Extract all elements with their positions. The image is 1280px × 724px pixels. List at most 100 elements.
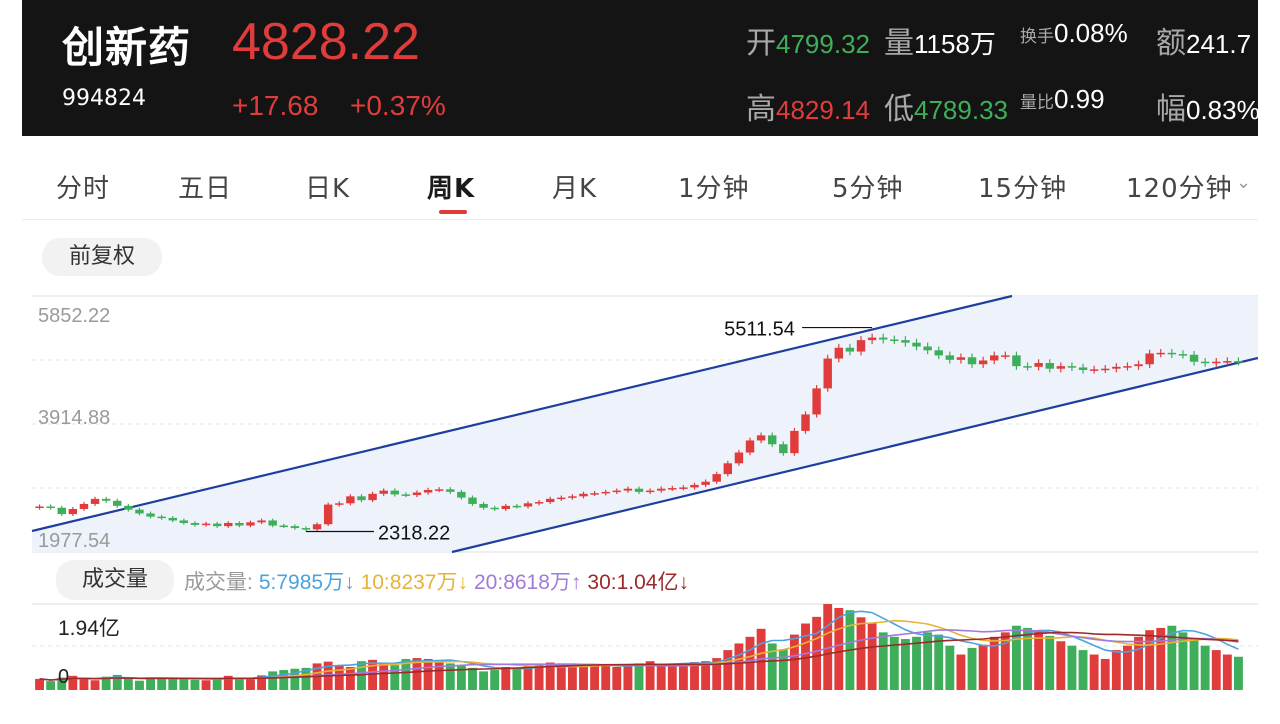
tab-5min[interactable]: 5分钟 bbox=[832, 174, 904, 204]
volume-ratio-value: 0.99 bbox=[1054, 84, 1105, 114]
candle-body bbox=[523, 503, 533, 507]
candle-body bbox=[246, 522, 255, 526]
candle-body bbox=[1156, 352, 1165, 355]
candle-body bbox=[446, 489, 455, 492]
volume-bar bbox=[612, 666, 622, 690]
candle-body bbox=[634, 488, 644, 492]
candle-body bbox=[501, 505, 511, 510]
volume-bar bbox=[290, 668, 300, 690]
volume-bar bbox=[556, 663, 566, 690]
volume-bar bbox=[1100, 658, 1110, 690]
index-name: 创新药 bbox=[62, 23, 192, 72]
app-frame: 创新药 994824 4828.22 +17.68 +0.37% 开4799.3… bbox=[22, 0, 1258, 724]
tab-daily-k[interactable]: 日K bbox=[305, 174, 351, 204]
candle-body bbox=[767, 435, 777, 445]
candle-body bbox=[1200, 361, 1210, 364]
candle-body bbox=[1178, 354, 1188, 356]
volume-bar bbox=[567, 665, 577, 690]
volume-bar bbox=[57, 677, 67, 690]
volume-bar bbox=[912, 636, 921, 690]
tab-monthly-k[interactable]: 月K bbox=[552, 174, 598, 204]
volume-bar bbox=[823, 604, 833, 690]
volume-bar bbox=[1089, 654, 1099, 690]
adjust-mode-button[interactable]: 前复权 bbox=[42, 238, 162, 276]
candle-body bbox=[1112, 366, 1121, 369]
y-tick-label: 1977.54 bbox=[38, 530, 110, 552]
volume-bar bbox=[945, 645, 955, 690]
volume-bar bbox=[867, 623, 877, 690]
volume-bar bbox=[601, 665, 611, 690]
candle-body bbox=[890, 339, 899, 342]
candle-body bbox=[79, 503, 89, 510]
volume-bar bbox=[734, 643, 744, 690]
candle-body bbox=[745, 440, 755, 453]
volume-bar bbox=[35, 678, 44, 690]
candle-body bbox=[1012, 355, 1021, 367]
candle-body bbox=[457, 491, 466, 498]
candle-body bbox=[967, 357, 977, 365]
volume-indicator-button[interactable]: 成交量 bbox=[56, 560, 174, 600]
volume-bar bbox=[445, 663, 455, 690]
candle-body bbox=[512, 505, 522, 508]
volume-bar bbox=[1234, 656, 1243, 690]
candle-body bbox=[312, 524, 322, 530]
volume-bar bbox=[934, 634, 944, 690]
volume-bar bbox=[923, 632, 933, 690]
candle-body bbox=[679, 487, 688, 489]
volume-bar bbox=[523, 666, 533, 690]
volume-bar bbox=[978, 644, 988, 690]
candle-body bbox=[1023, 366, 1032, 368]
volume-bar bbox=[889, 636, 899, 690]
candle-body bbox=[978, 360, 988, 365]
open-value: 4799.32 bbox=[776, 29, 870, 59]
volume-bar bbox=[834, 607, 844, 690]
candle-body bbox=[557, 497, 566, 500]
stat-turnover: 换手0.08% bbox=[1020, 18, 1128, 49]
volume-bar bbox=[1034, 630, 1044, 690]
candle-body bbox=[57, 507, 66, 515]
volume-bar bbox=[989, 636, 999, 690]
tab-intraday[interactable]: 分时 bbox=[56, 174, 111, 204]
candle-body bbox=[945, 355, 955, 360]
tab-weekly-k[interactable]: 周K bbox=[427, 174, 476, 204]
candle-body bbox=[612, 490, 622, 493]
volume-bar bbox=[212, 678, 222, 690]
volume-bar bbox=[368, 659, 378, 690]
volume-bar bbox=[1134, 636, 1143, 690]
volume-bar bbox=[778, 649, 788, 690]
volume-bar bbox=[623, 666, 633, 690]
volume-bar bbox=[334, 665, 344, 690]
tab-1min[interactable]: 1分钟 bbox=[678, 174, 750, 204]
volume-bar bbox=[434, 661, 444, 690]
candle-body bbox=[124, 505, 133, 510]
chevron-down-icon[interactable]: ⌄ bbox=[1236, 172, 1252, 193]
active-tab-underline bbox=[439, 210, 467, 214]
volume-bar bbox=[545, 662, 555, 690]
candle-body bbox=[46, 506, 55, 508]
volume-bar bbox=[656, 664, 666, 690]
candle-body bbox=[701, 481, 710, 485]
volume-bar bbox=[268, 671, 278, 690]
candle-body bbox=[734, 452, 744, 464]
candle-body bbox=[35, 506, 44, 508]
price-change: +17.68 bbox=[232, 90, 319, 121]
volume-bar bbox=[146, 678, 155, 690]
volume-bar bbox=[46, 681, 56, 690]
volume-value: 1158万 bbox=[914, 29, 996, 59]
volume-bar bbox=[723, 650, 733, 690]
kline-chart[interactable]: 5852.22 3914.88 1977.54 5511.54 2318.22 bbox=[22, 0, 1258, 724]
volume-bar bbox=[900, 639, 910, 690]
amount-label: 额 bbox=[1156, 26, 1186, 61]
volume-max-label: 1.94亿 bbox=[58, 617, 120, 640]
volume-bar bbox=[1178, 632, 1188, 690]
volume-bar bbox=[801, 623, 810, 690]
candle-body bbox=[479, 503, 488, 508]
tab-120min[interactable]: 120分钟 bbox=[1126, 174, 1233, 204]
tab-15min[interactable]: 15分钟 bbox=[978, 174, 1068, 204]
candle-body bbox=[146, 513, 155, 517]
ma30-line bbox=[39, 631, 1239, 681]
tab-five-day[interactable]: 五日 bbox=[178, 174, 233, 204]
candle-body bbox=[1067, 366, 1077, 368]
volume-bar bbox=[390, 665, 400, 690]
candle-body bbox=[357, 496, 366, 501]
